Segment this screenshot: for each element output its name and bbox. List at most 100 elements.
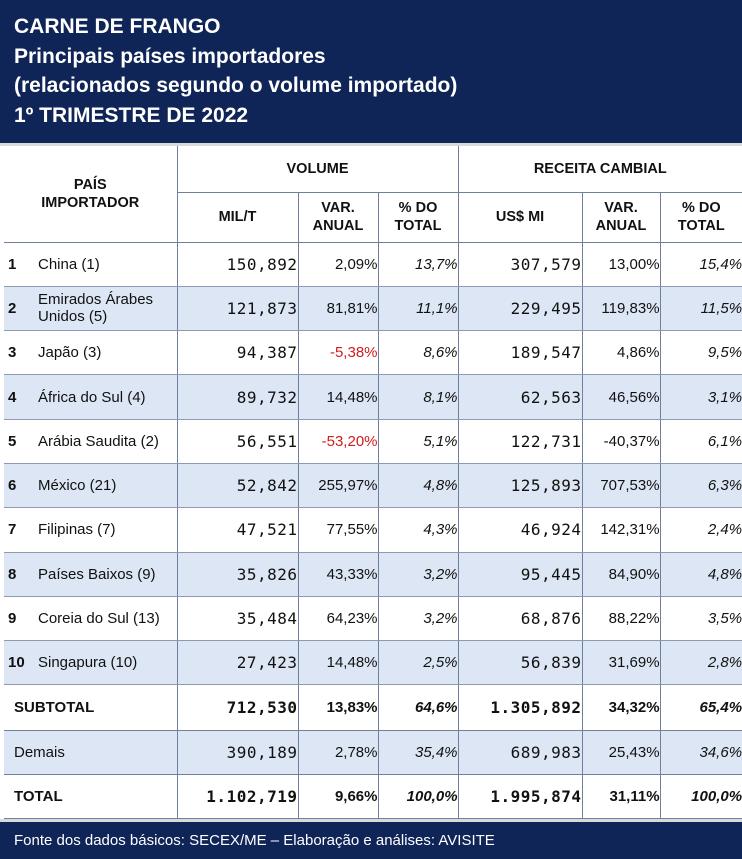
- rank-number: 8: [8, 565, 17, 583]
- subtotal-vol-var: 13,83%: [298, 684, 379, 732]
- volume-cell: 89,732: [177, 374, 299, 420]
- revenue-var-cell: 119,83%: [582, 286, 661, 332]
- volume-cell: 121,873: [177, 286, 299, 332]
- revenue-cell: 62,563: [458, 374, 583, 420]
- revenue-var-cell: 88,22%: [582, 596, 661, 642]
- title-line-4: 1º TRIMESTRE DE 2022: [14, 103, 249, 127]
- volume-var-cell: -53,20%: [298, 419, 379, 464]
- rank-number: 7: [8, 521, 17, 539]
- country-label-cell: 1 China (1): [4, 242, 178, 287]
- country-name: Países Baixos (9): [38, 565, 156, 583]
- revenue-share-cell: 6,3%: [660, 463, 742, 509]
- header-vol-share-label: % DO TOTAL: [394, 200, 442, 234]
- revenue-share-cell: 15,4%: [660, 242, 742, 287]
- total-revenue: 1.995,874: [458, 774, 583, 820]
- volume-var-cell: 255,97%: [298, 463, 379, 509]
- table-row: 4 África do Sul (4) 89,732 14,48% 8,1% 62,563…: [4, 374, 742, 420]
- volume-cell: 27,423: [177, 640, 299, 686]
- source-footer: Fonte dos dados básicos: SECEX/ME – Elab…: [0, 819, 742, 859]
- header-vol-var: VAR. ANUAL: [298, 192, 379, 243]
- others-vol-share: 35,4%: [378, 730, 459, 776]
- revenue-cell: 56,839: [458, 640, 583, 686]
- revenue-share-cell: 4,8%: [660, 552, 742, 597]
- rank-number: 6: [8, 477, 17, 495]
- total-label: TOTAL: [4, 774, 178, 820]
- revenue-var-cell: 84,90%: [582, 552, 661, 597]
- table-row: 5 Arábia Saudita (2) 56,551 -53,20% 5,1% 122,…: [4, 419, 742, 464]
- total-vol-var: 9,66%: [298, 774, 379, 820]
- volume-share-cell: 3,2%: [378, 552, 459, 597]
- volume-share-cell: 5,1%: [378, 419, 459, 464]
- country-label-cell: 10 Singapura (10): [4, 640, 178, 686]
- volume-cell: 35,484: [177, 596, 299, 642]
- volume-cell: 150,892: [177, 242, 299, 287]
- total-rev-share: 100,0%: [660, 774, 742, 820]
- country-name: China (1): [38, 255, 100, 273]
- country-name: Arábia Saudita (2): [38, 432, 159, 450]
- volume-var-cell: -5,38%: [298, 330, 379, 376]
- volume-share-cell: 8,1%: [378, 374, 459, 420]
- country-name: Filipinas (7): [38, 521, 116, 539]
- table-row: 2 Emirados Árabes Unidos (5) 121,873 81,81%…: [4, 286, 742, 332]
- others-label: Demais: [4, 730, 178, 776]
- subtotal-volume: 712,530: [177, 684, 299, 732]
- title-line-1: CARNE DE FRANGO: [14, 15, 221, 38]
- subtotal-rev-var: 34,32%: [582, 684, 661, 732]
- volume-cell: 52,842: [177, 463, 299, 509]
- header-rev-var: VAR. ANUAL: [582, 192, 661, 243]
- others-rev-share: 34,6%: [660, 730, 742, 776]
- revenue-var-cell: 13,00%: [582, 242, 661, 287]
- volume-var-cell: 14,48%: [298, 640, 379, 686]
- revenue-var-cell: 4,86%: [582, 330, 661, 376]
- country-label-cell: 9 Coreia do Sul (13): [4, 596, 178, 642]
- revenue-cell: 307,579: [458, 242, 583, 287]
- revenue-var-cell: 142,31%: [582, 507, 661, 553]
- rank-number: 1: [8, 255, 17, 273]
- volume-share-cell: 8,6%: [378, 330, 459, 376]
- rank-number: 9: [8, 610, 17, 628]
- header-country: PAÍS IMPORTADOR: [4, 146, 178, 243]
- total-row: TOTAL 1.102,719 9,66% 100,0% 1.995,874 3…: [4, 774, 742, 820]
- country-name: Coreia do Sul (13): [38, 610, 160, 628]
- volume-cell: 94,387: [177, 330, 299, 376]
- header-mil-t: MIL/T: [177, 192, 299, 243]
- country-name: Japão (3): [38, 344, 102, 362]
- others-volume: 390,189: [177, 730, 299, 776]
- header-vol-share: % DO TOTAL: [378, 192, 459, 243]
- revenue-cell: 189,547: [458, 330, 583, 376]
- volume-share-cell: 4,8%: [378, 463, 459, 509]
- volume-var-cell: 81,81%: [298, 286, 379, 332]
- table-row: 7 Filipinas (7) 47,521 77,55% 4,3% 46,924 142,…: [4, 507, 742, 553]
- total-rev-var: 31,11%: [582, 774, 661, 820]
- total-vol-share: 100,0%: [378, 774, 459, 820]
- header-country-label: PAÍS IMPORTADOR: [41, 176, 140, 211]
- table-row: 10 Singapura (10) 27,423 14,48% 2,5% 56,839 31…: [4, 640, 742, 686]
- volume-var-cell: 2,09%: [298, 242, 379, 287]
- table-row: 9 Coreia do Sul (13) 35,484 64,23% 3,2% 68,87…: [4, 596, 742, 642]
- revenue-cell: 229,495: [458, 286, 583, 332]
- header-rev-var-label: VAR. ANUAL: [595, 200, 647, 234]
- country-label-cell: 3 Japão (3): [4, 330, 178, 376]
- revenue-var-cell: 707,53%: [582, 463, 661, 509]
- title-line-3: (relacionados segundo o volume importado…: [14, 74, 458, 97]
- country-label-cell: 4 África do Sul (4): [4, 374, 178, 420]
- others-revenue: 689,983: [458, 730, 583, 776]
- revenue-cell: 46,924: [458, 507, 583, 553]
- country-name: África do Sul (4): [38, 388, 146, 406]
- title-line-2: Principais países importadores: [14, 44, 326, 68]
- country-label-cell: 7 Filipinas (7): [4, 507, 178, 553]
- revenue-cell: 125,893: [458, 463, 583, 509]
- volume-var-cell: 14,48%: [298, 374, 379, 420]
- rank-number: 2: [8, 299, 17, 317]
- country-label-cell: 2 Emirados Árabes Unidos (5): [4, 286, 178, 332]
- revenue-var-cell: 46,56%: [582, 374, 661, 420]
- revenue-var-cell: -40,37%: [582, 419, 661, 464]
- table-row: 8 Países Baixos (9) 35,826 43,33% 3,2% 95,445…: [4, 552, 742, 597]
- subtotal-revenue: 1.305,892: [458, 684, 583, 732]
- header-rev-share: % DO TOTAL: [660, 192, 742, 243]
- revenue-share-cell: 6,1%: [660, 419, 742, 464]
- revenue-cell: 68,876: [458, 596, 583, 642]
- revenue-cell: 95,445: [458, 552, 583, 597]
- header-usd-mi: US$ MI: [458, 192, 583, 243]
